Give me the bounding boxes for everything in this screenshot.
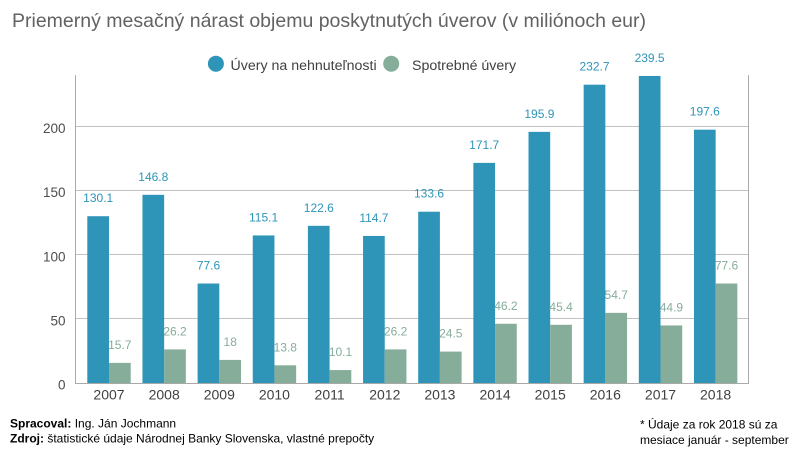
svg-text:2018: 2018 [700, 387, 731, 403]
svg-text:2015: 2015 [535, 387, 566, 403]
svg-text:24.5: 24.5 [439, 327, 463, 341]
svg-text:Úvery na nehnuteľnosti: Úvery na nehnuteľnosti [231, 57, 377, 74]
svg-text:Spotrebné úvery: Spotrebné úvery [412, 58, 517, 74]
svg-text:77.6: 77.6 [715, 259, 739, 273]
svg-text:195.9: 195.9 [524, 107, 554, 121]
svg-text:13.8: 13.8 [274, 340, 298, 354]
svg-text:2017: 2017 [645, 387, 676, 403]
svg-text:200: 200 [43, 121, 66, 136]
svg-text:146.8: 146.8 [138, 170, 168, 184]
svg-text:115.1: 115.1 [249, 210, 278, 224]
svg-text:133.6: 133.6 [414, 187, 444, 201]
svg-text:2009: 2009 [204, 387, 235, 403]
svg-text:26.2: 26.2 [163, 324, 187, 338]
svg-text:2010: 2010 [259, 387, 290, 403]
svg-text:2007: 2007 [93, 387, 124, 403]
svg-text:18: 18 [224, 335, 238, 349]
svg-text:46.2: 46.2 [494, 299, 518, 313]
svg-text:150: 150 [43, 185, 66, 200]
svg-text:2016: 2016 [590, 387, 621, 403]
svg-text:45.4: 45.4 [549, 300, 573, 314]
svg-text:77.6: 77.6 [197, 259, 221, 273]
svg-text:130.1: 130.1 [83, 191, 113, 205]
svg-text:197.6: 197.6 [690, 105, 720, 119]
svg-text:Spracoval: Ing. Ján Jochmann: Spracoval: Ing. Ján Jochmann [10, 416, 176, 430]
svg-text:mesiace január - september: mesiace január - september [640, 433, 789, 447]
svg-text:2008: 2008 [149, 387, 180, 403]
svg-text:2011: 2011 [315, 387, 345, 403]
svg-text:10.1: 10.1 [329, 345, 353, 359]
svg-text:114.7: 114.7 [359, 211, 388, 225]
svg-text:26.2: 26.2 [384, 324, 408, 338]
svg-text:239.5: 239.5 [635, 51, 665, 65]
svg-text:Zdroj: štatistické údaje Národ: Zdroj: štatistické údaje Národnej Banky … [10, 431, 374, 445]
svg-text:0: 0 [58, 378, 66, 393]
svg-text:50: 50 [50, 313, 65, 328]
svg-text:* Údaje za rok 2018 sú za: * Údaje za rok 2018 sú za [640, 417, 778, 432]
svg-text:2013: 2013 [424, 387, 455, 403]
svg-text:15.7: 15.7 [108, 338, 132, 352]
svg-text:Priemerný mesačný nárast objem: Priemerný mesačný nárast objemu poskytnu… [12, 10, 646, 32]
svg-text:44.9: 44.9 [660, 300, 684, 314]
svg-text:122.6: 122.6 [304, 201, 334, 215]
svg-text:2014: 2014 [480, 387, 511, 403]
svg-text:171.7: 171.7 [469, 138, 499, 152]
svg-text:2012: 2012 [369, 387, 400, 403]
svg-text:54.7: 54.7 [605, 288, 629, 302]
svg-text:100: 100 [43, 249, 66, 264]
svg-text:232.7: 232.7 [579, 60, 609, 74]
